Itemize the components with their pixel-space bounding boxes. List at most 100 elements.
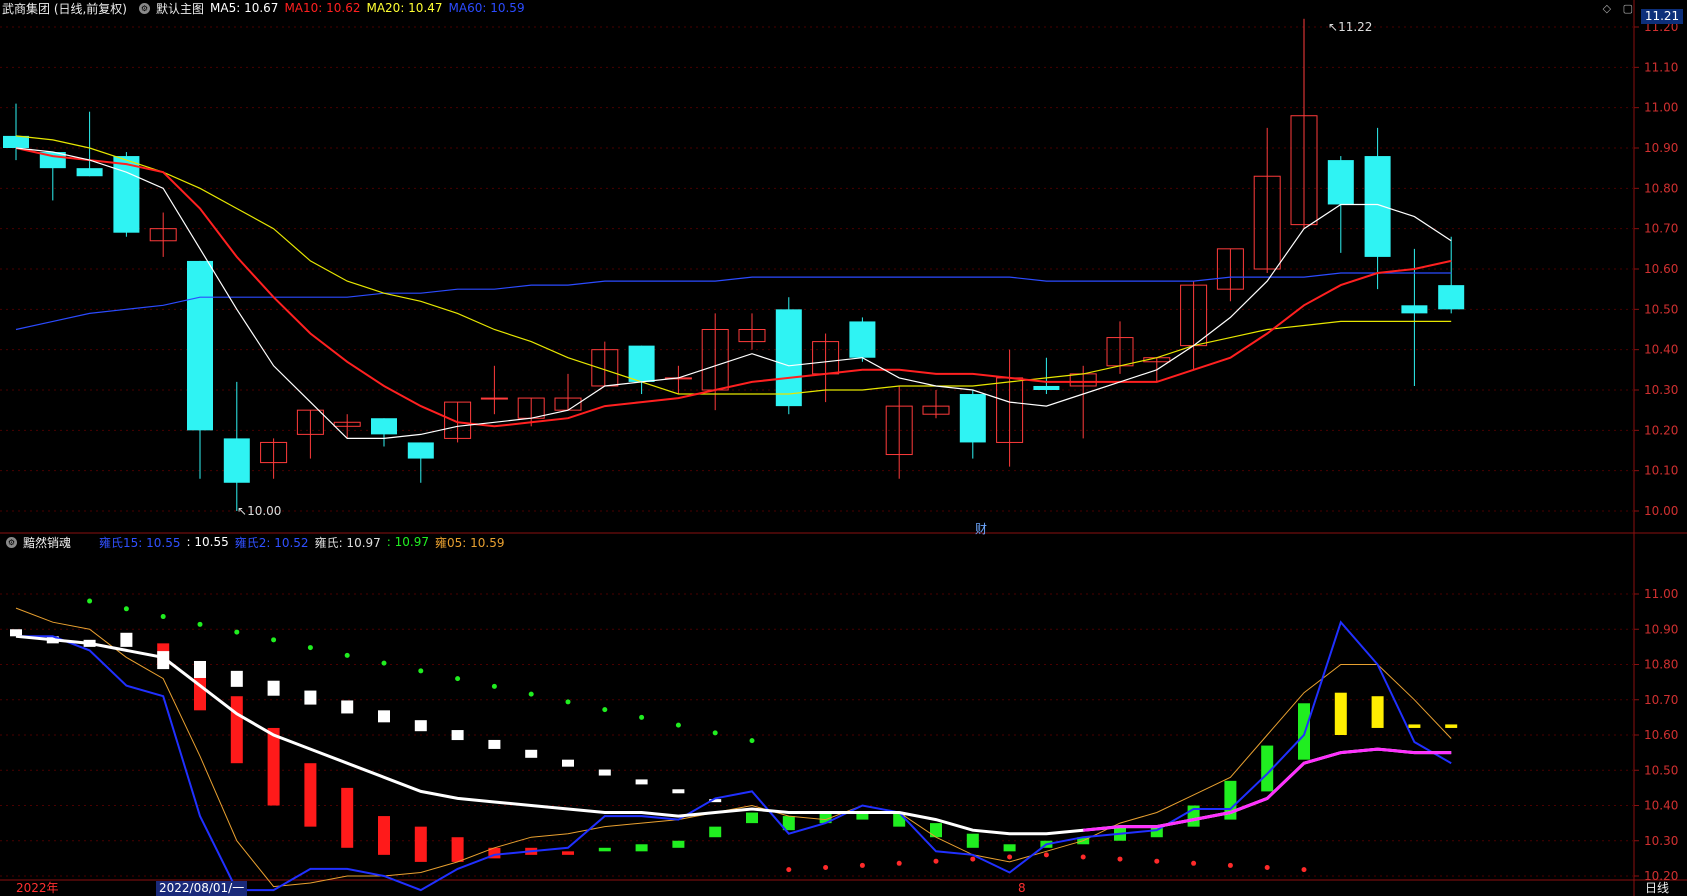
candle-up: [296, 409, 324, 435]
indicator-bar: [819, 812, 832, 824]
indicator-bar: [378, 816, 390, 855]
candle-down: [1033, 385, 1060, 390]
candle-up: [738, 329, 766, 343]
indicator-bar: [672, 840, 685, 848]
indicator-bar: [856, 812, 869, 820]
indicator-red-dot: [1227, 862, 1233, 868]
indicator-green-dot: [307, 645, 313, 651]
indicator-upper-bar: [488, 739, 501, 749]
indicator-green-dot: [87, 598, 93, 604]
indicator-bar: [120, 632, 133, 647]
indicator-upper-bar: [230, 670, 243, 687]
price-tick-label: 10.20: [1644, 423, 1678, 437]
price-tick-label: 10.30: [1644, 383, 1678, 397]
candle-up: [1216, 248, 1244, 290]
indicator-red-dot: [1154, 858, 1160, 864]
period-label[interactable]: 日线: [1645, 881, 1670, 895]
indicator-upper-bar: [709, 799, 722, 803]
axis-tick-label: 8: [1018, 881, 1026, 895]
indicator-green-dot: [234, 629, 240, 635]
indicator-green-dot: [197, 621, 203, 627]
indicator-bar: [10, 629, 22, 637]
indicator-bar: [1334, 692, 1347, 735]
ma20-line: [15, 135, 1452, 395]
current-price-tag: 11.21: [1641, 9, 1683, 24]
indicator-upper-bar: [525, 749, 538, 758]
window-icon[interactable]: ▢: [1622, 2, 1633, 15]
ma5-label: MA5: 10.67: [210, 1, 279, 15]
ma60-label: MA60: 10.59: [448, 1, 525, 15]
indicator-value-4: 雍氏: 10.97: [314, 535, 381, 550]
ma60-line: [15, 272, 1452, 331]
indicator-bar: [966, 833, 979, 848]
high-annotation: ↖11.22: [1328, 20, 1373, 34]
indicator-bar: [709, 826, 722, 838]
main-chart-label[interactable]: 默认主图: [156, 1, 205, 16]
indicator-bar: [598, 847, 611, 852]
indicator-green-dot: [565, 699, 571, 705]
indicator-orange-line: [15, 607, 1452, 888]
ma5-line: [15, 147, 1452, 439]
indicator-bar: [451, 837, 464, 862]
indicator-tick-label: 10.80: [1644, 658, 1678, 672]
candle-up: [444, 401, 472, 439]
candle-down: [187, 260, 213, 431]
indicator-tick-label: 10.70: [1644, 693, 1678, 707]
candle-up: [260, 441, 288, 464]
indicator-bar: [930, 823, 942, 838]
indicator-upper-bar: [598, 769, 611, 776]
indicator-red-dot: [1191, 860, 1197, 866]
settings-icon[interactable]: ⚙: [139, 2, 150, 14]
indicator-bar: [230, 696, 243, 764]
indicator-bar: [414, 826, 427, 862]
indicator-name[interactable]: 黯然销魂: [23, 535, 72, 550]
indicator-blue-line: [16, 620, 1452, 892]
indicator-green-dot: [675, 722, 681, 728]
finance-marker[interactable]: 财: [975, 522, 988, 536]
indicator-value-1: 雍氏15: 10.55: [99, 535, 181, 550]
indicator-value-2: : 10.55: [186, 535, 229, 549]
ma20-label: MA20: 10.47: [366, 1, 443, 15]
price-tick-label: 10.70: [1644, 222, 1678, 236]
indicator-tick-label: 10.60: [1644, 728, 1678, 742]
indicator-bar: [562, 851, 574, 855]
indicator-red-dot: [1301, 867, 1307, 873]
indicator-tick-label: 10.20: [1644, 869, 1678, 883]
indicator-green-dot: [712, 730, 718, 736]
candle-up: [922, 405, 950, 415]
indicator-green-dot: [160, 614, 166, 620]
ma10-label: MA10: 10.62: [284, 1, 361, 15]
indicator-tick-label: 10.40: [1644, 799, 1678, 813]
date-cursor-label: 2022/08/01/一: [156, 881, 248, 896]
stock-title[interactable]: 武商集团 (日线,前复权): [2, 1, 127, 16]
indicator-red-dot: [1043, 852, 1049, 858]
indicator-bar: [1371, 696, 1384, 728]
candle-up: [1290, 115, 1318, 226]
candle-down: [1438, 285, 1465, 310]
main-chart-header: 武商集团 (日线,前复权) ⚙ 默认主图 MA5: 10.67 MA10: 10…: [0, 0, 531, 16]
price-tick-label: 11.00: [1644, 101, 1678, 115]
indicator-bar: [1261, 745, 1274, 792]
indicator-green-dot: [491, 683, 497, 689]
candle-up: [885, 405, 913, 456]
candle-down: [3, 135, 29, 148]
diamond-icon[interactable]: ◇: [1602, 2, 1612, 15]
indicator-green-dot: [528, 691, 534, 697]
candle-down: [76, 168, 103, 177]
top-right-icons: ◇ ▢: [1595, 2, 1633, 15]
indicator-bar: [341, 787, 354, 848]
indicator-upper-bar: [451, 730, 464, 741]
settings-icon[interactable]: ⚙: [6, 536, 17, 548]
indicator-value-5: : 10.97: [386, 535, 430, 549]
candle-down: [628, 345, 655, 382]
indicator-upper-bar: [267, 680, 280, 696]
indicator-green-dot: [749, 738, 755, 744]
candle-up: [333, 421, 361, 427]
price-tick-label: 10.40: [1644, 343, 1678, 357]
indicator-green-dot: [271, 637, 277, 643]
indicator-tick-label: 11.00: [1644, 587, 1678, 601]
price-tick-label: 10.90: [1644, 141, 1678, 155]
indicator-bar: [1445, 724, 1458, 728]
